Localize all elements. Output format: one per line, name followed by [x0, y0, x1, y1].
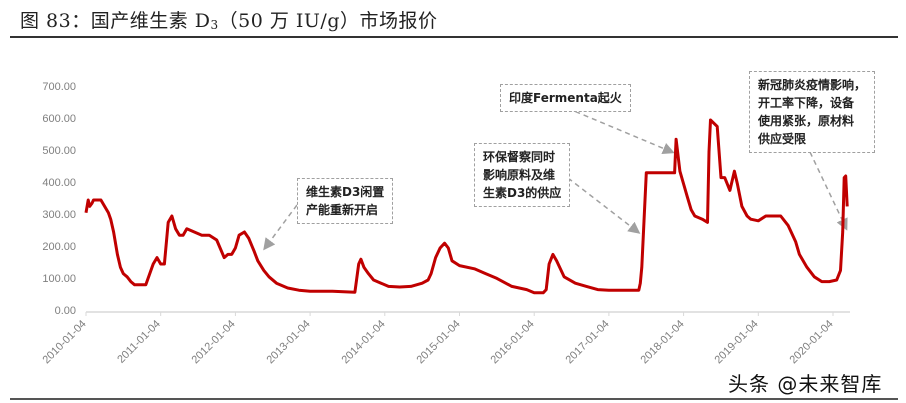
title-suffix: （50 万 IU/g）市场报价	[218, 10, 438, 32]
annotation-line: 印度Fermenta起火	[509, 91, 622, 105]
title-subscript: 3	[210, 18, 219, 32]
price-line	[84, 118, 849, 295]
annotation-line: 生素D3的供应	[483, 186, 562, 200]
annotation-line: 维生素D3闲置	[306, 185, 385, 199]
y-tick-label: 200.00	[42, 241, 76, 253]
annotation-line: 环保督察同时	[483, 150, 556, 164]
annotation-line: 新冠肺炎疫情影响，	[758, 78, 867, 92]
annotation-line: 影响原料及维	[483, 168, 556, 182]
y-tick-label: 600.00	[42, 113, 76, 125]
annotation-box: 维生素D3闲置 产能重新开启	[297, 178, 394, 224]
y-tick-label: 500.00	[42, 145, 76, 157]
annotation-line: 产能重新开启	[306, 203, 379, 217]
annotation-line: 开工率下降，设备	[758, 96, 855, 110]
x-tick-marks	[85, 312, 834, 316]
y-tick-label: 700.00	[42, 81, 76, 93]
y-tick-label: 400.00	[42, 177, 76, 189]
y-tick-label: 300.00	[42, 209, 76, 221]
annotation-box: 环保督察同时 影响原料及维 生素D3的供应	[474, 143, 571, 207]
chart-title: 图 83：国产维生素 D3（50 万 IU/g）市场报价	[20, 6, 437, 33]
y-tick-label: 100.00	[42, 273, 76, 285]
title-prefix: 图 83：国产维生素 D	[20, 10, 211, 32]
annotation-box: 新冠肺炎疫情影响， 开工率下降，设备 使用紧张，原材料 供应受限	[749, 71, 876, 153]
annotation-arrows	[263, 107, 848, 251]
y-tick-label: 0.00	[54, 305, 76, 317]
title-rule	[10, 36, 898, 38]
bottom-rule	[10, 398, 898, 400]
annotation-box: 印度Fermenta起火	[500, 84, 631, 112]
annotation-line: 供应受限	[758, 132, 807, 146]
annotation-line: 使用紧张，原材料	[758, 114, 855, 128]
watermark: 头条 @未来智库	[728, 372, 883, 396]
